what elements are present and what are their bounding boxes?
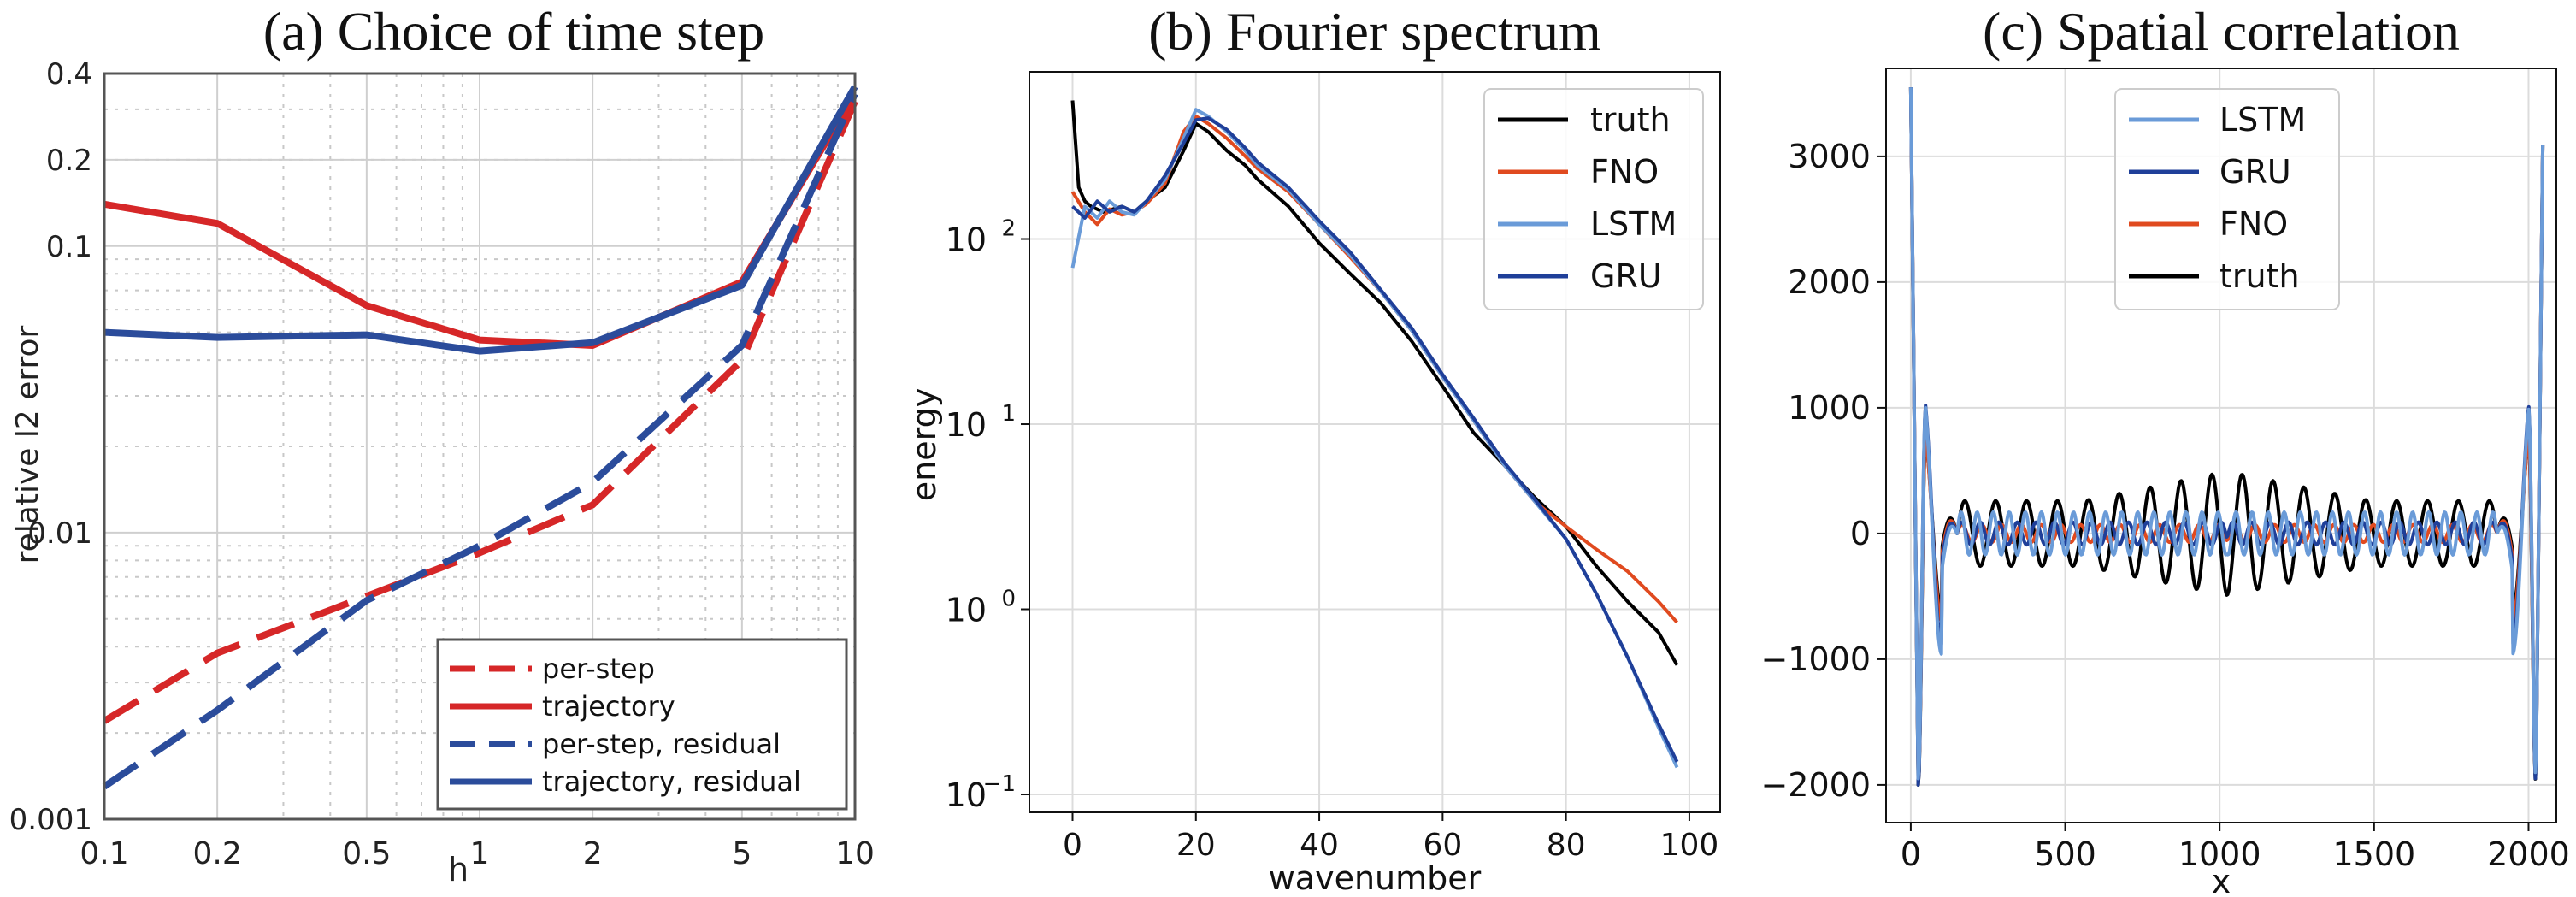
legend-label: trajectory, residual xyxy=(542,765,801,798)
y-tick-exponent: 1 xyxy=(1001,401,1016,427)
x-tick-label: 0.5 xyxy=(342,836,391,871)
legend-label: truth xyxy=(2219,257,2300,295)
series-per-step-residual xyxy=(102,92,858,790)
y-tick-label: 10 xyxy=(946,221,987,259)
legend: LSTM GRU FNO truth xyxy=(2114,88,2340,310)
y-tick-label: 0.1 xyxy=(46,230,92,264)
series-per-step xyxy=(102,99,858,724)
series-gru xyxy=(1908,87,2545,787)
x-tick-label: 500 xyxy=(2034,835,2096,873)
y-tick-exponent: 2 xyxy=(1001,216,1016,242)
x-tick-label: 60 xyxy=(1423,828,1462,863)
chart-title: (a) Choice of time step xyxy=(263,1,764,62)
plot-frame xyxy=(103,72,857,821)
series-lstm xyxy=(1908,87,2545,781)
x-tick-label: 2 xyxy=(583,836,603,871)
series-trajectory-residual xyxy=(103,85,858,355)
x-tick-label: 0.1 xyxy=(80,836,128,871)
y-axis-label: relative l2 error xyxy=(10,325,45,564)
chart-title: (c) Spatial correlation xyxy=(1983,1,2460,62)
y-tick-label: 0 xyxy=(1850,515,1871,552)
y-tick-label: 1000 xyxy=(1788,389,1871,427)
x-tick-label: 1 xyxy=(470,836,490,871)
y-tick-label: 0.2 xyxy=(46,144,92,178)
x-tick-label: 2000 xyxy=(2487,835,2570,873)
y-tick-label: 0.01 xyxy=(27,516,92,551)
x-tick-label: 5 xyxy=(732,836,752,871)
legend-label: per-step xyxy=(542,652,655,685)
y-axis-label: energy xyxy=(905,388,943,501)
legend-label: GRU xyxy=(2219,153,2291,191)
legend: per-step trajectory per-step, residual traj… xyxy=(436,638,848,811)
x-tick-label: 40 xyxy=(1300,828,1339,863)
panel-c: 0 500 1000 1500 2000 −2000 −1000 0 1000 2000 3000 (… xyxy=(1760,1,2569,897)
y-tick-label: −2000 xyxy=(1760,766,1871,804)
legend-frame xyxy=(1483,88,1704,310)
y-tick-label: 3000 xyxy=(1788,138,1871,175)
x-tick-label: 1000 xyxy=(2178,835,2261,873)
x-tick-label: 0 xyxy=(1901,835,1921,873)
y-tick-label: 0.001 xyxy=(9,803,92,837)
x-tick-label: 1500 xyxy=(2332,835,2415,873)
y-tick-label: 10 xyxy=(946,592,987,629)
y-tick-label: 0.4 xyxy=(46,57,92,91)
legend-label: per-step, residual xyxy=(542,728,781,760)
legend-label: FNO xyxy=(1590,153,1659,191)
y-tick-label: 10 xyxy=(946,406,987,444)
x-axis-label: h xyxy=(448,851,469,888)
plot-frame xyxy=(1885,68,2557,823)
legend-label: GRU xyxy=(1590,257,1662,295)
y-tick-exponent: −1 xyxy=(983,771,1016,797)
y-tick-label: 2000 xyxy=(1788,263,1871,301)
legend-label: trajectory xyxy=(542,690,675,723)
x-tick-label: 0 xyxy=(1063,828,1082,863)
x-tick-label: 80 xyxy=(1547,828,1586,863)
y-tick-label: −1000 xyxy=(1760,640,1871,678)
plot-frame xyxy=(1029,71,1721,813)
chart-title: (b) Fourier spectrum xyxy=(1148,1,1601,62)
x-tick-label: 100 xyxy=(1660,828,1719,863)
x-tick-label: 10 xyxy=(835,836,875,871)
y-tick-exponent: 0 xyxy=(1001,587,1016,612)
x-axis-label: x xyxy=(2212,863,2231,897)
legend-label: FNO xyxy=(2219,205,2288,243)
series-gru xyxy=(1071,116,1679,763)
legend-label: truth xyxy=(1590,101,1671,139)
legend-label: LSTM xyxy=(1590,205,1677,243)
x-axis-label: wavenumber xyxy=(1269,859,1482,897)
series-fno xyxy=(1908,87,2545,781)
x-tick-label: 0.2 xyxy=(193,836,242,871)
legend-label: LSTM xyxy=(2219,101,2306,139)
panel-a: 0.1 0.2 0.5 1 2 5 10 0.001 0.01 0.1 0.2 0.4 (a) Choi… xyxy=(9,1,875,888)
legend-frame xyxy=(2114,88,2340,310)
y-tick-label: 10 xyxy=(946,776,987,814)
legend: truth FNO LSTM GRU xyxy=(1483,88,1704,310)
x-tick-label: 20 xyxy=(1176,828,1216,863)
